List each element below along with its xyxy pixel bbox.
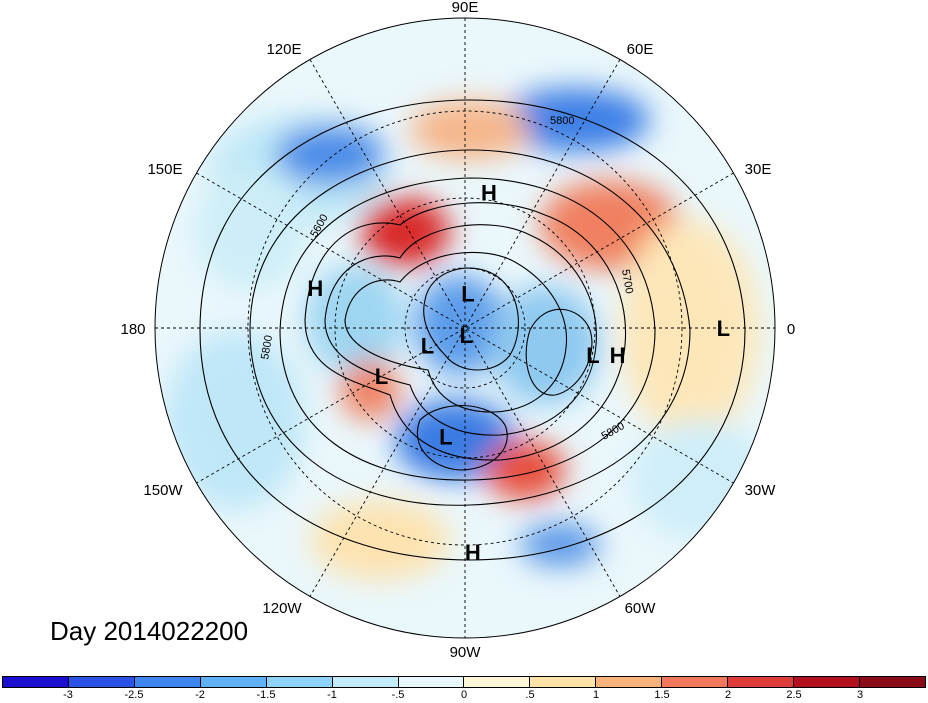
colorbar-box [134,677,201,687]
colorbar-tick-label: 0 [460,689,468,701]
lon-label-150e: 150E [147,161,182,178]
colorbar-tick-label: 1 [592,689,600,701]
map-boundary [154,17,776,639]
colorbar-box [794,677,860,687]
colorbar-box [398,677,465,687]
colorbar-tick-label: -3 [63,689,73,701]
lon-label-60e: 60E [627,41,654,58]
lon-label-150w: 150W [143,482,183,499]
colorbar-box [728,677,795,687]
low-pressure-center: L [421,334,434,359]
colorbar-box [200,677,267,687]
height-contours [199,99,746,561]
low-pressure-center: L [375,364,388,389]
date-title: Day 2014022200 [50,616,249,646]
lon-label-120w: 120W [262,600,302,617]
lon-label-0: 0 [787,321,795,338]
colorbar-box [266,677,333,687]
colorbar-tick-label: .5 [525,689,535,701]
colorbar-box [530,677,597,687]
colorbar-box [859,677,925,687]
lon-label-30e: 30E [745,161,772,178]
colorbar-box [662,677,729,687]
longitude-labels: 90E 60E 30E 0 30W 60W 90W 120W 150W 180 … [120,0,795,661]
low-pressure-center: L [586,343,599,368]
contour-label: 5700 [619,268,635,294]
low-pressure-center: L [461,282,474,307]
lon-label-60w: 60W [625,600,657,617]
lon-label-120e: 120E [266,41,301,58]
polar-map: 90E 60E 30E 0 30W 60W 90W 120W 150W 180 … [120,0,795,661]
graticule [155,18,775,638]
contour-label: 5800 [550,115,574,127]
low-pressure-center: L [717,316,730,341]
colorbar-tick-label: -1 [327,689,337,701]
colorbar-tick-label: 1.5 [654,689,670,701]
low-pressure-center: L [459,323,472,348]
contour-label: 5800 [259,334,275,360]
colorbar-box [464,677,531,687]
colorbar-box [3,677,69,687]
colorbar-box [332,677,399,687]
low-pressure-center: L [439,425,452,450]
lon-label-90w: 90W [450,644,482,661]
colorbar-tick-label: 2 [724,689,732,701]
colorbar-tick-label: 3 [856,689,864,701]
colorbar-tick-label: -2 [195,689,205,701]
anomaly-shading [155,18,775,638]
high-pressure-center: H [610,343,626,368]
colorbar [2,676,926,688]
colorbar-box [68,677,135,687]
colorbar-tick-label: -2.5 [124,689,144,701]
colorbar-tick-label: -.5 [391,689,405,701]
colorbar-tick-label: 2.5 [786,689,802,701]
colorbar-box [596,677,663,687]
colorbar-tick-label: -1.5 [256,689,276,701]
high-pressure-center: H [481,180,497,205]
high-pressure-center: H [307,276,323,301]
high-pressure-center: H [465,540,481,565]
lon-label-90e: 90E [452,0,479,16]
colorbar-labels: -3 -2.5 -2 -1.5 -1 -.5 0 .5 1 1.5 2 2.5 3 [0,689,928,703]
lon-label-30w: 30W [745,482,777,499]
lon-label-180: 180 [120,321,145,338]
